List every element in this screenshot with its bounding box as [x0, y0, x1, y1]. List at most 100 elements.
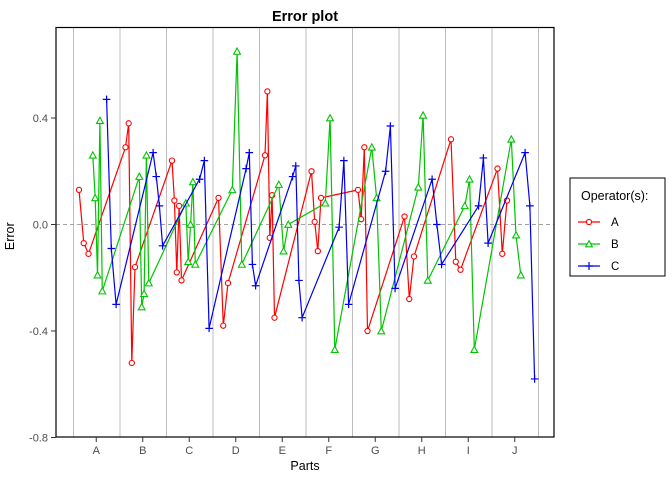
- data-point-plus-marker: [291, 162, 300, 170]
- x-tick-label: E: [279, 445, 286, 457]
- data-point-circle-marker: [175, 202, 183, 210]
- data-point-triangle-marker: [144, 278, 154, 287]
- data-point-circle-marker: [80, 239, 87, 247]
- data-point-circle-marker: [494, 165, 501, 172]
- legend-title: Operator(s):: [581, 189, 648, 203]
- legend-triangle-marker-icon: [584, 239, 594, 248]
- x-axis-label: Parts: [290, 459, 319, 473]
- y-axis-label: Error: [3, 222, 17, 250]
- legend-circle-marker-icon: [585, 218, 593, 226]
- data-point-plus-marker: [521, 148, 529, 157]
- data-point-triangle-marker: [237, 259, 247, 268]
- data-point-triangle-marker: [232, 46, 242, 55]
- y-tick-label: -0.4: [29, 326, 48, 338]
- x-tick-label: H: [418, 445, 426, 457]
- chart-title: Error plot: [272, 9, 338, 25]
- data-point-plus-marker: [205, 324, 213, 333]
- data-point-triangle-marker: [367, 142, 377, 151]
- data-point-triangle-marker: [139, 289, 149, 298]
- data-point-circle-marker: [131, 263, 139, 271]
- plot-panel-border: [55, 26, 555, 438]
- x-tick-label: J: [512, 445, 518, 457]
- x-tick-label: G: [371, 445, 380, 457]
- data-point-circle-marker: [447, 136, 455, 143]
- data-point-triangle-marker: [93, 270, 102, 279]
- data-point-plus-marker: [335, 223, 343, 231]
- data-point-triangle-marker: [283, 219, 293, 228]
- data-point-circle-marker: [406, 295, 413, 303]
- data-point-plus-marker: [391, 284, 399, 293]
- data-point-triangle-marker: [88, 150, 98, 159]
- data-point-circle-marker: [178, 277, 185, 284]
- x-tick-label: C: [185, 445, 193, 457]
- data-point-triangle-marker: [516, 270, 526, 279]
- data-point-plus-marker: [245, 148, 254, 157]
- data-point-plus-marker: [158, 242, 167, 250]
- y-tick-label: 0.4: [33, 113, 48, 125]
- data-point-triangle-marker: [330, 345, 340, 353]
- data-point-triangle-marker: [423, 275, 433, 284]
- data-point-circle-marker: [224, 279, 232, 287]
- data-point-plus-marker: [288, 172, 297, 181]
- data-point-circle-marker: [75, 186, 83, 194]
- data-point-triangle-marker: [227, 185, 237, 194]
- data-point-triangle-marker: [186, 219, 195, 228]
- x-tick-label: A: [93, 445, 101, 457]
- data-point-triangle-marker: [376, 326, 386, 335]
- legend-label-operator-b: B: [611, 239, 619, 251]
- data-point-triangle-marker: [460, 201, 470, 210]
- data-point-plus-marker: [428, 175, 436, 184]
- data-point-circle-marker: [271, 314, 278, 321]
- data-point-circle-marker: [314, 247, 321, 255]
- data-point-plus-marker: [526, 202, 534, 210]
- x-tick-label: F: [325, 445, 332, 457]
- data-point-circle-marker: [128, 359, 135, 367]
- data-point-circle-marker: [173, 269, 180, 276]
- data-point-plus-marker: [195, 175, 204, 184]
- y-tick-label: -0.8: [29, 433, 48, 445]
- data-point-plus-marker: [437, 260, 446, 269]
- data-point-plus-marker: [479, 154, 488, 162]
- data-point-triangle-marker: [465, 174, 474, 183]
- series-line-operator-b: [92, 51, 522, 350]
- data-point-circle-marker: [85, 250, 92, 257]
- data-point-plus-marker: [295, 276, 303, 285]
- data-point-plus-marker: [484, 239, 492, 247]
- legend-label-operator-c: C: [611, 261, 619, 273]
- data-point-plus-marker: [155, 202, 164, 210]
- legend-box: [569, 177, 666, 277]
- data-point-circle-marker: [171, 197, 178, 204]
- data-point-plus-marker: [112, 300, 120, 309]
- data-point-triangle-marker: [511, 230, 521, 239]
- y-tick-label: 0.0: [33, 220, 48, 232]
- x-tick-label: B: [139, 445, 146, 457]
- data-point-circle-marker: [168, 157, 176, 164]
- data-point-circle-marker: [410, 253, 418, 260]
- data-point-circle-marker: [215, 194, 222, 202]
- data-point-plus-marker: [248, 260, 257, 269]
- data-point-triangle-marker: [469, 345, 479, 353]
- data-point-plus-marker: [344, 300, 353, 309]
- data-point-triangle-marker: [418, 110, 428, 119]
- data-point-plus-marker: [200, 156, 209, 165]
- data-point-plus-marker: [386, 122, 395, 130]
- data-point-plus-marker: [102, 95, 111, 104]
- data-point-circle-marker: [452, 258, 459, 265]
- data-point-triangle-marker: [142, 150, 151, 159]
- data-point-circle-marker: [311, 218, 318, 225]
- data-point-circle-marker: [122, 144, 129, 151]
- data-point-triangle-marker: [190, 259, 200, 268]
- legend-label-operator-a: A: [611, 217, 619, 229]
- data-point-triangle-marker: [97, 286, 107, 295]
- data-point-circle-marker: [401, 213, 408, 220]
- data-point-triangle-marker: [90, 193, 100, 202]
- data-point-plus-marker: [251, 281, 260, 290]
- data-point-triangle-marker: [274, 180, 284, 188]
- data-point-plus-marker: [433, 220, 441, 229]
- data-point-triangle-marker: [134, 172, 144, 180]
- data-point-circle-marker: [308, 168, 315, 175]
- data-point-triangle-marker: [413, 182, 423, 191]
